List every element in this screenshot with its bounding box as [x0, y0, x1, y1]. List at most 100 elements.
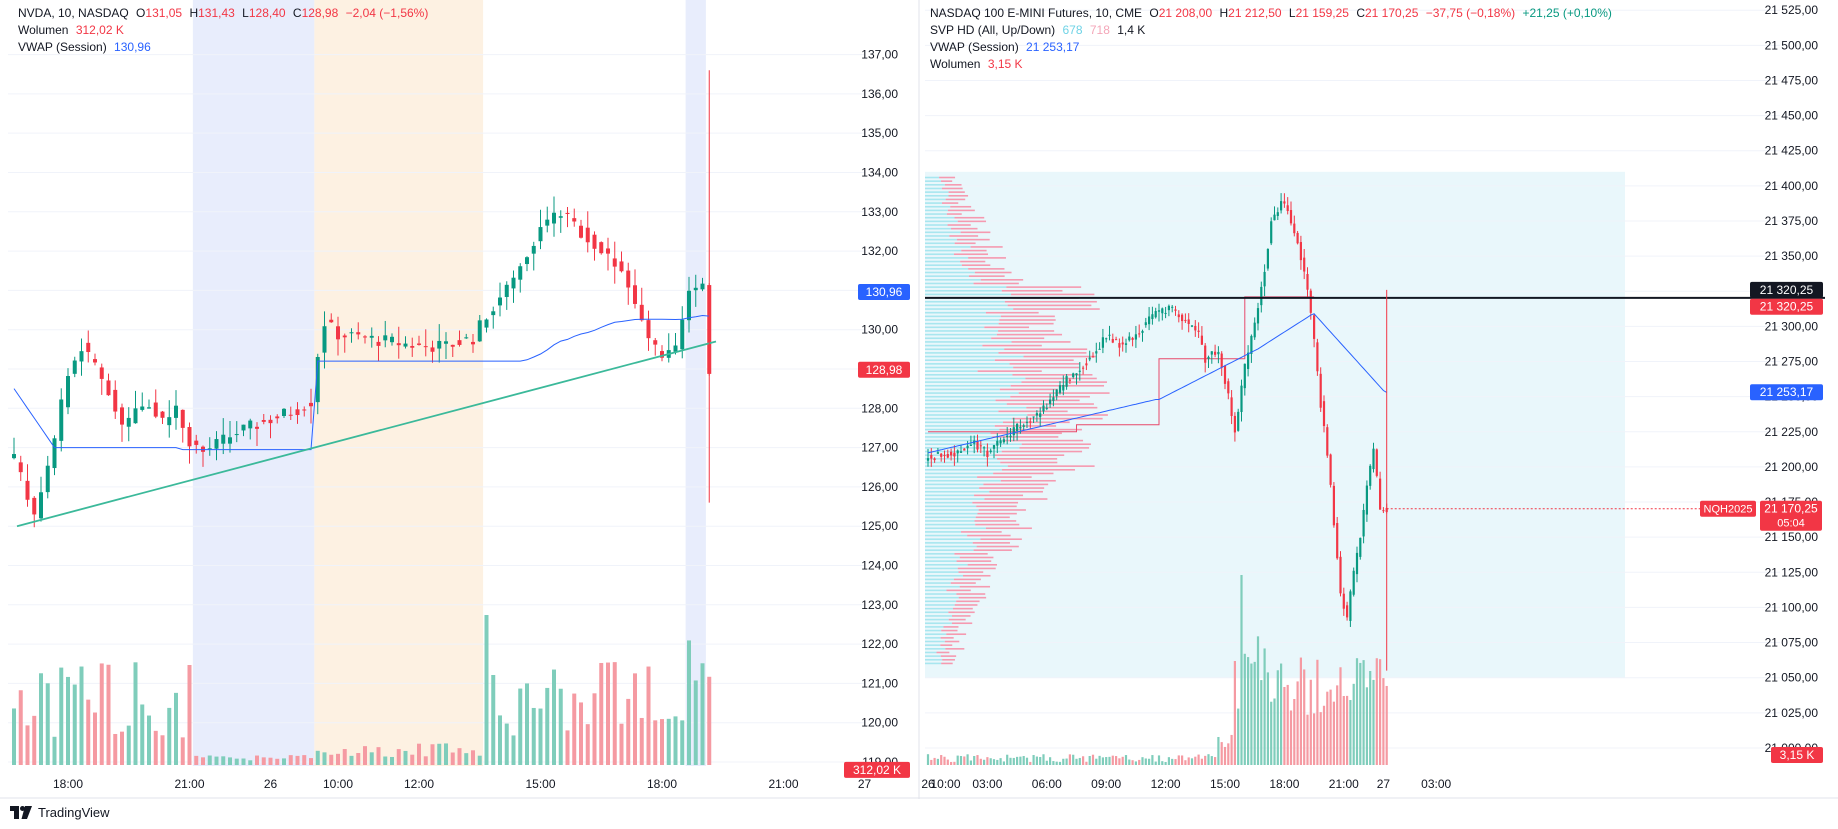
profile-down-bar — [960, 260, 986, 263]
volume-bar — [1022, 756, 1025, 765]
left-legend-vwap[interactable]: VWAP (Session) 130,96 — [18, 39, 432, 56]
volume-bar — [106, 664, 111, 765]
nq-chart-pane[interactable]: 21 525,00 21 500,00 21 475,00 21 450,00 21 4… — [921, 3, 1825, 791]
last-price-badge — [1760, 500, 1822, 531]
profile-up-bar — [925, 655, 941, 657]
profile-up-bar — [925, 194, 949, 197]
profile-down-bar — [943, 626, 959, 628]
candle-body — [167, 417, 172, 426]
candle-body — [1223, 365, 1227, 384]
tradingview-brand[interactable]: TradingView — [10, 805, 110, 820]
profile-down-bar — [941, 629, 958, 632]
candle-body — [1375, 449, 1378, 476]
candle-body — [1042, 405, 1045, 412]
volume-bar — [1369, 670, 1372, 765]
candle-body — [1151, 314, 1154, 320]
volume-bar — [1332, 701, 1335, 765]
volume-bar — [1316, 659, 1319, 765]
candle-body — [1088, 357, 1091, 360]
candle-body — [1187, 319, 1190, 325]
right-price-axis[interactable]: 21 525,00 21 500,00 21 475,00 21 450,00 21 4… — [1765, 3, 1819, 755]
volume-bar — [1346, 695, 1349, 765]
volume-bar — [309, 758, 313, 765]
profile-down-bar — [1001, 450, 1083, 453]
candle-body — [32, 497, 37, 515]
candle-body — [417, 343, 421, 345]
volume-bar — [525, 683, 529, 765]
profile-down-bar — [985, 311, 1039, 314]
candle-body — [1336, 523, 1339, 559]
candle-body — [579, 225, 583, 238]
nvda-chart-pane[interactable]: 137,00 136,00 135,00 134,00 133,00 132,00 131,… — [8, 0, 961, 791]
profile-up-bar — [925, 611, 949, 614]
volume-bar — [504, 723, 509, 765]
volume-bar — [612, 662, 617, 765]
left-legend-ohlc[interactable]: NVDA, 10, NASDAQ O131,05 H131,43 L128,40… — [18, 5, 432, 22]
candle-body — [187, 427, 192, 447]
profile-up-bar — [925, 205, 951, 208]
price-tick-label: 135,00 — [861, 126, 898, 140]
profile-up-bar — [925, 615, 953, 617]
volume-bar — [707, 676, 712, 765]
candle-body — [552, 212, 556, 224]
profile-down-bar — [1018, 392, 1110, 394]
volume-bar — [1101, 757, 1104, 765]
profile-up-bar — [925, 534, 968, 537]
right-legend-volume[interactable]: Wolumen 3,15 K — [930, 56, 1616, 73]
candle-body — [1181, 314, 1184, 322]
left-legend-volume[interactable]: Wolumen 312,02 K — [18, 22, 432, 39]
price-tick-label: 21 525,00 — [1765, 3, 1819, 17]
profile-down-bar — [984, 498, 1048, 500]
svp-label: SVP HD (All, Up/Down) — [930, 23, 1056, 37]
profile-down-bar — [1011, 417, 1103, 420]
profile-down-bar — [977, 512, 1017, 515]
candle-body — [585, 227, 590, 243]
profile-up-bar — [925, 593, 957, 595]
profile-up-bar — [925, 501, 973, 504]
profile-down-bar — [1007, 465, 1095, 467]
volume-bar — [1118, 758, 1121, 765]
candle-body — [1306, 274, 1309, 290]
right-legend-ohlc[interactable]: NASDAQ 100 E-MINI Futures, 10, CME O21 2… — [930, 5, 1616, 22]
profile-up-bar — [925, 585, 960, 588]
candle-body — [1362, 509, 1365, 537]
profile-down-bar — [947, 224, 971, 226]
price-tick-label: 21 425,00 — [1765, 144, 1819, 158]
trendline[interactable] — [16, 340, 717, 528]
profile-up-bar — [925, 589, 947, 592]
volume-bar — [241, 758, 246, 765]
candle-body — [1134, 334, 1137, 340]
price-tick-label: 21 500,00 — [1765, 38, 1819, 52]
profile-down-bar — [967, 534, 1011, 537]
symbol-label[interactable]: NVDA, 10, NASDAQ — [18, 6, 129, 20]
left-price-axis[interactable]: 137,00136,00135,00134,00133,00132,00131,… — [861, 48, 898, 769]
profile-down-bar — [968, 275, 1005, 277]
session-backgrounds — [192, 0, 706, 766]
price-tick-label: 122,00 — [861, 637, 898, 651]
candle-body — [1204, 345, 1207, 363]
price-tick-label: 136,00 — [861, 87, 898, 101]
profile-down-bar — [995, 399, 1080, 402]
profile-down-bar — [997, 458, 1058, 460]
left-time-axis[interactable]: 18:00 21:00 26 10:00 12:00 15:00 18:00 21:00 27 1… — [53, 777, 961, 791]
volume-bar — [18, 690, 23, 765]
candle-body — [363, 336, 367, 338]
candle-body — [72, 360, 77, 374]
right-legend-svp[interactable]: SVP HD (All, Up/Down) 678 718 1,4 K — [930, 22, 1616, 39]
volume-bar — [1214, 757, 1217, 765]
profile-up-bar — [925, 242, 955, 245]
volume-bar — [1025, 757, 1029, 765]
profile-down-bar — [980, 538, 1022, 541]
volume-bar — [1326, 691, 1329, 765]
profile-down-bar — [941, 187, 963, 190]
symbol-label[interactable]: NASDAQ 100 E-MINI Futures, 10, CME — [930, 6, 1143, 20]
right-legend-vwap[interactable]: VWAP (Session) 21 253,17 — [930, 39, 1616, 56]
volume-bar — [396, 749, 401, 765]
candle-body — [926, 458, 930, 461]
volume-bar — [1253, 661, 1256, 765]
candle-body — [126, 417, 131, 427]
profile-up-bar — [925, 472, 994, 475]
right-time-axis[interactable]: 26 03:00 06:00 09:00 12:00 15:00 18:00 21:00 27 0… — [921, 777, 1451, 791]
candle-body — [1154, 311, 1157, 318]
